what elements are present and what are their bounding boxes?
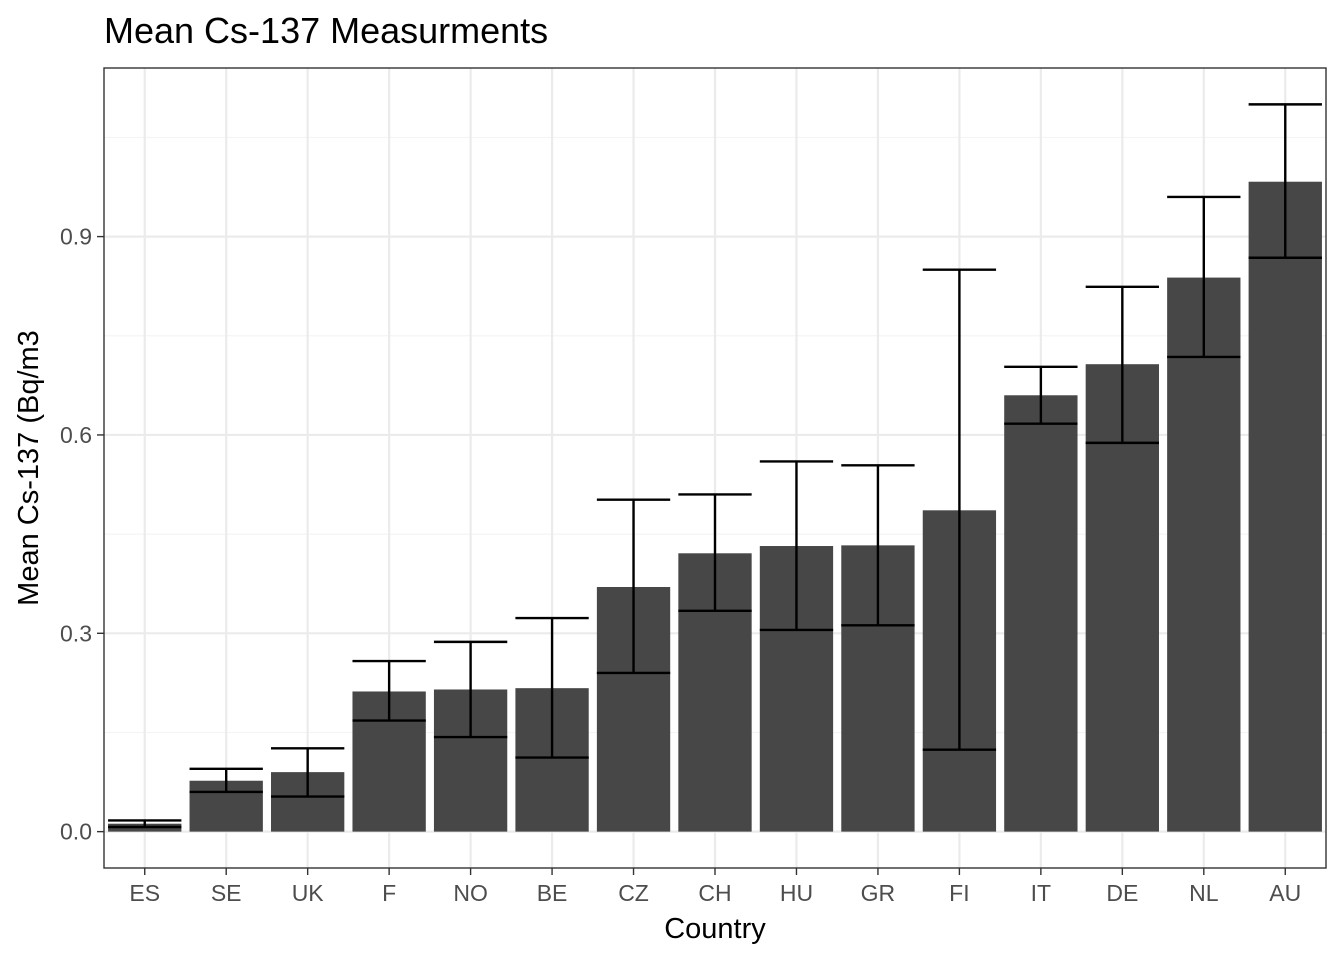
y-tick-label: 0.0 — [60, 819, 92, 845]
x-tick-label: HU — [780, 880, 813, 906]
x-tick-label: DE — [1106, 880, 1138, 906]
error-bar-BE — [515, 616, 589, 759]
error-bar-HU — [759, 460, 834, 632]
error-bars — [108, 103, 1322, 829]
error-bar-AU — [1248, 103, 1322, 259]
error-bar-NO — [433, 640, 508, 739]
error-bar-DE — [1085, 285, 1159, 445]
x-tick-label: F — [382, 880, 396, 906]
bars — [108, 181, 1322, 832]
y-tick-label: 0.9 — [60, 224, 92, 250]
bar-NL — [1167, 277, 1241, 832]
x-tick-label: UK — [292, 880, 325, 906]
error-bar-IT — [1004, 365, 1078, 425]
bar-IT — [1004, 395, 1078, 832]
x-tick-label: ES — [129, 880, 160, 906]
x-tick-label: FI — [949, 880, 969, 906]
y-tick-label: 0.6 — [60, 422, 92, 448]
error-bar-ES — [108, 819, 182, 829]
x-tick-label: NO — [453, 880, 488, 906]
error-bar-UK — [271, 747, 345, 798]
x-tick-label: GR — [861, 880, 896, 906]
y-tick-label: 0.3 — [60, 620, 92, 646]
error-bar-NL — [1167, 195, 1241, 359]
x-tick-label: CH — [698, 880, 731, 906]
x-tick-label: NL — [1189, 880, 1219, 906]
y-axis-title: Mean Cs-137 (Bq/m3 — [13, 330, 45, 606]
x-tick-label: BE — [537, 880, 568, 906]
chart-title: Mean Cs-137 Measurments — [104, 10, 549, 51]
x-tick-label: CZ — [618, 880, 649, 906]
bar-AU — [1248, 181, 1322, 832]
axes: 0.0 0.3 0.6 0.9 ES SE UK F NO BE CZ CH HU GR FI IT DE NL A… — [60, 224, 1301, 906]
error-bar-F — [352, 659, 426, 722]
x-axis-title: Country — [664, 913, 766, 945]
error-bar-CH — [678, 493, 752, 613]
error-bar-CZ — [596, 498, 671, 675]
error-bar-GR — [841, 464, 915, 627]
error-bar-SE — [189, 767, 263, 794]
error-bar-FI — [922, 268, 997, 751]
x-tick-label: IT — [1031, 880, 1051, 906]
x-tick-label: SE — [211, 880, 242, 906]
x-tick-label: AU — [1269, 880, 1301, 906]
